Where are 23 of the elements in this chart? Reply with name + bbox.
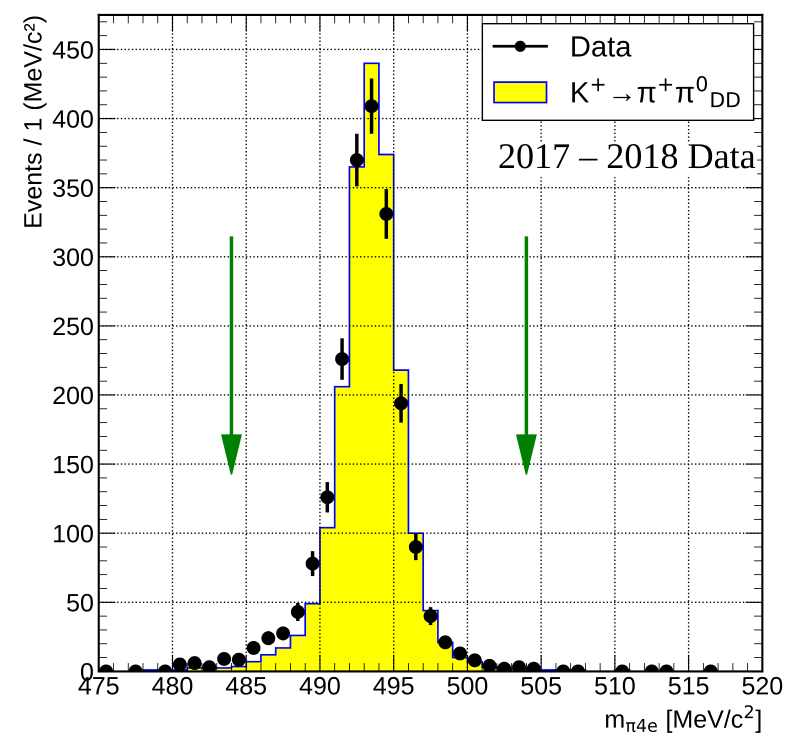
y-tick-label: 50	[67, 594, 93, 612]
x-tick-label: 500	[448, 676, 488, 695]
y-tick-label: 350	[53, 179, 93, 197]
annotation: 2017 – 2018 Data	[500, 144, 756, 168]
y-axis-title: Events / 1 (MeV/c²)	[23, 16, 47, 227]
y-tick-label: 200	[53, 386, 93, 404]
y-tick-label: 400	[52, 110, 93, 128]
y-tick-label: 250	[53, 317, 93, 336]
x-tick-label: 490	[300, 676, 340, 695]
x-tick-label: 485	[226, 676, 266, 695]
x-tick-label: 495	[373, 676, 414, 695]
y-tick-label: 450	[52, 41, 93, 59]
x-tick-label: 480	[152, 676, 192, 695]
x-tick-label: 515	[668, 677, 708, 695]
y-tick-label: 150	[54, 456, 93, 474]
x-tick-label: 520	[742, 676, 782, 695]
y-tick-label: 300	[53, 248, 93, 266]
x-tick-label: 505	[521, 676, 561, 695]
legend-label: K$^{+}$→π$^{+}$π$^{0}$$_{DD}$	[572, 76, 740, 108]
legend-label: Data	[572, 36, 632, 57]
y-tick-label: 100	[54, 524, 93, 542]
x-tick-label: 510	[595, 676, 635, 695]
x-axis-title: m$_{π4e}$ [MeV/c$^{2}$]	[606, 705, 760, 733]
